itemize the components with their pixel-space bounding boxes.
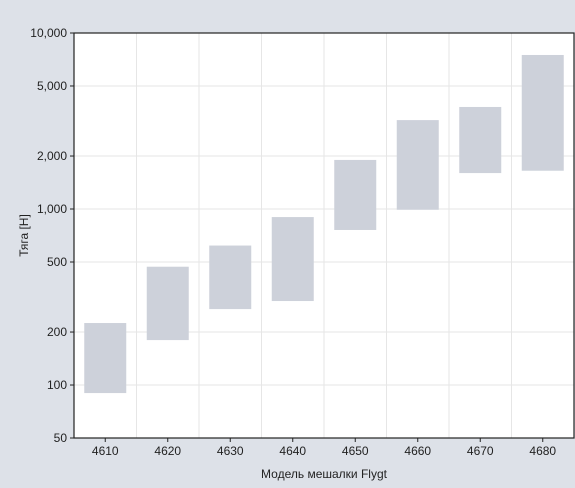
x-tick-label: 4620 [154, 444, 181, 458]
x-axis-label: Модель мешалки Flygt [261, 467, 388, 481]
y-tick-label: 10,000 [30, 26, 67, 40]
x-axis-ticks: 4610 4620 4630 4640 4650 4660 4670 4680 [92, 438, 556, 458]
y-tick-label: 5,000 [37, 79, 67, 93]
x-tick-label: 4630 [217, 444, 244, 458]
plot-border [73, 32, 575, 439]
y-tick-label: 1,000 [37, 202, 67, 216]
y-tick-label: 100 [47, 378, 67, 392]
x-tick-label: 4640 [279, 444, 306, 458]
y-tick-label: 2,000 [37, 149, 67, 163]
range-bars [84, 54, 564, 394]
range-bar-4670 [459, 106, 502, 174]
x-tick-label: 4670 [467, 444, 494, 458]
x-tick-label: 4650 [342, 444, 369, 458]
x-tick-label: 4610 [92, 444, 119, 458]
y-tick-label: 500 [47, 255, 67, 269]
range-bar-4650 [334, 159, 377, 230]
y-tick-label: 200 [47, 325, 67, 339]
range-bar-4640 [271, 217, 314, 302]
range-bar-4680 [521, 54, 564, 171]
range-bar-4630 [209, 245, 252, 310]
y-axis-label: Тяга [Н] [17, 214, 31, 257]
y-axis-ticks: 50 100 200 500 1,000 2,000 5,000 10,000 [30, 26, 74, 445]
x-tick-label: 4660 [404, 444, 431, 458]
range-bar-4660 [396, 120, 439, 210]
range-bar-4610 [84, 323, 127, 394]
x-tick-label: 4680 [529, 444, 556, 458]
range-bar-4620 [146, 266, 189, 341]
y-tick-label: 50 [54, 431, 68, 445]
